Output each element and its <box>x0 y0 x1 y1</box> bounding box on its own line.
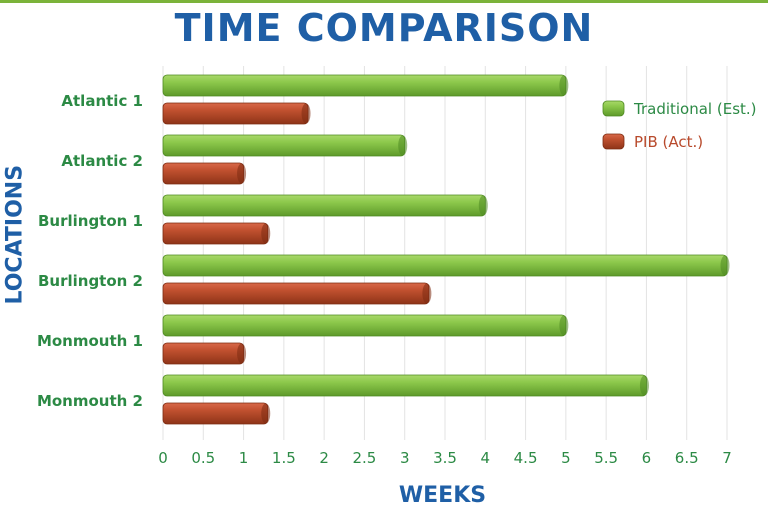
bar-traditional <box>162 194 486 217</box>
x-tick-label: 3.5 <box>433 449 457 467</box>
bar-end-cap <box>478 195 488 216</box>
bar-end-cap <box>422 283 432 304</box>
legend-swatch-pib <box>602 133 625 150</box>
x-tick-label: 0 <box>158 449 168 467</box>
category-label: Atlantic 1 <box>61 92 143 110</box>
bar-traditional <box>162 254 728 277</box>
x-tick-label: 6.5 <box>675 449 699 467</box>
x-tick-label: 3 <box>400 449 410 467</box>
x-tick-label: 2.5 <box>352 449 376 467</box>
bar-traditional <box>162 134 406 157</box>
category-label: Monmouth 2 <box>37 392 143 410</box>
bar-end-cap <box>301 103 311 124</box>
bar-traditional <box>162 314 567 337</box>
bar-end-cap <box>261 223 271 244</box>
bar-pib <box>162 342 244 365</box>
legend-label-traditional: Traditional (Est.) <box>633 100 757 118</box>
x-tick-label: 7 <box>722 449 732 467</box>
bar-end-cap <box>639 375 649 396</box>
bar-traditional <box>162 374 647 397</box>
category-label: Burlington 2 <box>38 272 143 290</box>
x-axis-title: WEEKS <box>398 483 487 508</box>
x-tick-label: 1 <box>239 449 249 467</box>
x-tick-label: 4.5 <box>514 449 538 467</box>
bar-traditional <box>162 74 567 97</box>
bar-end-cap <box>237 343 247 364</box>
bar-end-cap <box>237 163 247 184</box>
x-tick-label: 4 <box>481 449 491 467</box>
bar-pib <box>162 402 269 425</box>
x-tick-label: 1.5 <box>272 449 296 467</box>
bar-end-cap <box>398 135 408 156</box>
legend-label-pib: PIB (Act.) <box>634 133 703 151</box>
legend-swatch-traditional <box>602 100 625 117</box>
x-tick-label: 0.5 <box>191 449 215 467</box>
bar-pib <box>162 222 269 245</box>
x-tick-label: 5.5 <box>594 449 618 467</box>
bar-pib <box>162 102 309 125</box>
category-label: Monmouth 1 <box>37 332 143 350</box>
bar-end-cap <box>559 75 569 96</box>
top-rule <box>0 0 768 3</box>
bar-pib <box>162 282 430 305</box>
bar-end-cap <box>261 403 271 424</box>
bar-end-cap <box>720 255 730 276</box>
bar-end-cap <box>559 315 569 336</box>
x-tick-label: 6 <box>642 449 652 467</box>
category-label: Burlington 1 <box>38 212 143 230</box>
x-tick-label: 2 <box>319 449 329 467</box>
category-label: Atlantic 2 <box>61 152 143 170</box>
bar-pib <box>162 162 244 185</box>
chart-title: TIME COMPARISON <box>174 6 594 50</box>
x-tick-label: 5 <box>561 449 571 467</box>
